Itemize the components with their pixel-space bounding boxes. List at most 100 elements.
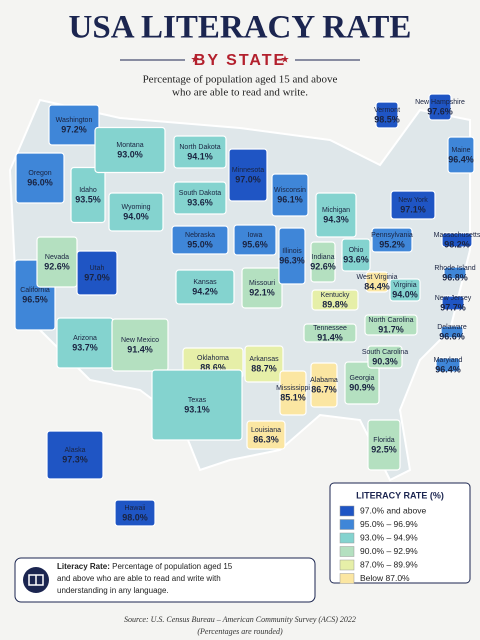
legend: LITERACY RATE (%) 97.0% and above 95.0% –… xyxy=(329,482,471,584)
legend-label: 87.0% – 89.9% xyxy=(360,559,418,569)
state-value: 93.6% xyxy=(343,254,369,264)
state-shape xyxy=(389,278,421,302)
state-name: Kentucky xyxy=(321,292,350,299)
state-value: 88.7% xyxy=(251,363,277,373)
state-name: North Carolina xyxy=(368,317,413,324)
state-shape xyxy=(246,420,286,450)
state-value: 96.8% xyxy=(442,272,468,282)
state-shape xyxy=(279,370,307,416)
state-value: 91.4% xyxy=(127,344,153,354)
state-shape xyxy=(428,93,452,121)
state-value: 89.8% xyxy=(322,299,348,309)
state-shape xyxy=(311,289,359,311)
state-shape xyxy=(371,227,413,253)
state-shape xyxy=(271,173,309,217)
state-name: Delaware xyxy=(437,324,467,331)
state-value: 85.1% xyxy=(280,392,306,402)
state-shape xyxy=(441,232,473,248)
state-value: 98.5% xyxy=(374,114,400,124)
state-name: Florida xyxy=(373,437,395,444)
state-name: Alaska xyxy=(64,447,85,454)
state-shape xyxy=(173,181,227,215)
state-name: Oregon xyxy=(28,170,51,177)
state-value: 93.0% xyxy=(117,149,143,159)
state-value: 97.7% xyxy=(440,302,466,312)
legend-label: 97.0% and above xyxy=(360,505,426,515)
state-name: Mississippi xyxy=(276,385,310,392)
state-name: Nebraska xyxy=(185,232,215,239)
state-shape xyxy=(440,325,464,339)
description: Percentage of population aged 15 and abo… xyxy=(143,74,338,86)
note: Literacy Rate: Percentage of population … xyxy=(14,557,316,603)
legend-label: 93.0% – 94.9% xyxy=(360,532,418,542)
state-value: 86.3% xyxy=(253,434,279,444)
state-value: 96.0% xyxy=(27,177,53,187)
state-name: Michigan xyxy=(322,207,350,214)
state-name: Pennsylvania xyxy=(371,232,413,239)
legend-title: LITERACY RATE (%) xyxy=(356,490,444,500)
state-name: Minnesota xyxy=(232,167,264,174)
legend-label: Below 87.0% xyxy=(360,573,410,583)
state-shape xyxy=(94,126,166,174)
state-shape xyxy=(344,361,380,405)
state-value: 92.1% xyxy=(249,287,275,297)
state-value: 91.4% xyxy=(317,332,343,342)
state-name: Alabama xyxy=(310,377,338,384)
state-shape xyxy=(375,101,399,129)
state-name: Maryland xyxy=(434,357,463,364)
state-name: West Virginia xyxy=(357,274,398,281)
legend-swatch xyxy=(339,532,355,544)
state-name: New Mexico xyxy=(121,337,159,344)
state-value: 94.0% xyxy=(392,289,418,299)
state-value: 84.4% xyxy=(364,281,390,291)
state-name: Hawaii xyxy=(124,505,145,512)
subtitle: BY STATE xyxy=(194,52,286,69)
state-shape xyxy=(114,499,156,527)
state-shape xyxy=(303,323,357,343)
star: ★ xyxy=(281,55,290,66)
legend-items: 97.0% and above 95.0% – 96.9% 93.0% – 94.9… xyxy=(339,505,426,584)
state-value: 97.3% xyxy=(62,454,88,464)
state-shape xyxy=(367,419,401,471)
state-shape xyxy=(447,136,475,174)
state-name: Ohio xyxy=(349,247,364,254)
state-name: Kansas xyxy=(193,279,217,286)
state-value: 96.1% xyxy=(277,194,303,204)
state-shape xyxy=(108,192,164,232)
legend-label: 95.0% – 96.9% xyxy=(360,519,418,529)
state-value: 93.1% xyxy=(184,404,210,414)
state-name: Oklahoma xyxy=(197,355,229,362)
state-name: Rhode Island xyxy=(434,265,475,272)
state-shape xyxy=(46,430,104,480)
state-shape xyxy=(241,267,283,309)
state-name: South Carolina xyxy=(362,349,408,356)
description: who are able to read and write. xyxy=(172,87,308,99)
state-shape xyxy=(341,238,371,272)
state-value: 97.0% xyxy=(235,174,261,184)
state-name: North Dakota xyxy=(179,144,220,151)
state-shape xyxy=(364,314,418,336)
state-value: 94.2% xyxy=(192,286,218,296)
state-name: California xyxy=(20,287,50,294)
state-value: 98.2% xyxy=(444,239,470,249)
rounding-note: (Percentages are rounded) xyxy=(197,627,283,636)
state-value: 94.3% xyxy=(323,214,349,224)
state-name: Illinois xyxy=(282,248,302,255)
state-name: Iowa xyxy=(248,232,263,239)
state-name: Tennessee xyxy=(313,325,347,332)
state-name: Virginia xyxy=(393,282,416,289)
state-name: Utah xyxy=(90,265,105,272)
state-shape xyxy=(228,148,268,202)
state-name: Louisiana xyxy=(251,427,281,434)
state-value: 97.2% xyxy=(61,124,87,134)
state-value: 94.1% xyxy=(187,151,213,161)
state-shape xyxy=(233,224,277,256)
state-shape xyxy=(111,318,169,372)
state-value: 92.6% xyxy=(310,261,336,271)
state-value: 95.0% xyxy=(187,239,213,249)
title: USA LITERACY RATE xyxy=(69,10,412,46)
state-name: New Hampshire xyxy=(415,99,465,106)
state-value: 97.1% xyxy=(400,204,426,214)
state-name: Montana xyxy=(116,142,143,149)
